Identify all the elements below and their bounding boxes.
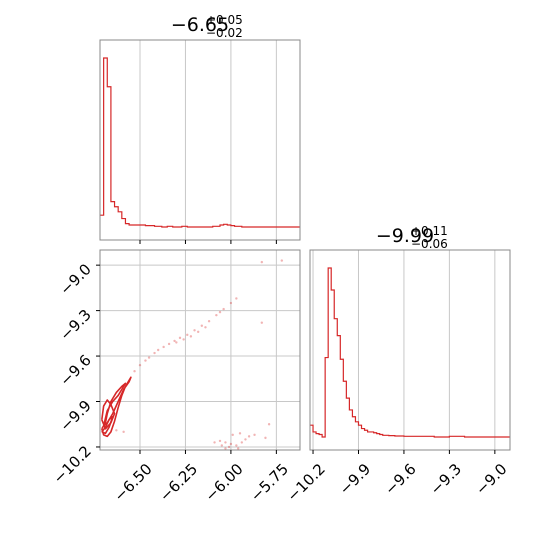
x-tick-label: −9.6 xyxy=(381,460,419,498)
scatter-point xyxy=(218,439,222,443)
x-tick-label: −5.75 xyxy=(247,460,292,505)
panel-frame xyxy=(309,249,511,451)
scatter-point xyxy=(235,444,238,447)
scatter-point xyxy=(231,433,234,437)
x-tick-labels: −10.2 −9.9 −9.6 −9.3 −9.0 xyxy=(284,460,511,505)
scatter-point xyxy=(260,260,264,264)
scatter-point xyxy=(147,356,151,359)
scatter-point xyxy=(218,310,222,314)
scatter-point xyxy=(133,370,136,373)
title-median: −9.99 xyxy=(376,225,434,247)
panel-frame xyxy=(99,249,301,451)
scatter-point xyxy=(207,320,211,323)
x-tick-label: −6.25 xyxy=(156,460,201,505)
scatter-point xyxy=(186,333,189,337)
scatter-point xyxy=(153,351,156,355)
tick-marks xyxy=(96,264,277,454)
x-tick-label: −6.50 xyxy=(111,460,156,505)
histogram-step-line xyxy=(310,267,510,438)
title-plus-error: +0.11 xyxy=(411,224,448,238)
scatter-point xyxy=(235,297,238,300)
histogram-step-line xyxy=(100,57,300,228)
x-tick-label: −9.3 xyxy=(427,460,465,498)
scatter-point xyxy=(267,423,271,426)
y-tick-label: −9.9 xyxy=(56,397,94,435)
scatter-point xyxy=(167,342,171,346)
tick-marks xyxy=(312,450,496,454)
scatter-points xyxy=(115,259,284,450)
scatter-point xyxy=(200,324,204,327)
scatter-point xyxy=(224,441,227,444)
scatter-point xyxy=(138,363,142,367)
panel-bottom-right-histogram: −10.2 −9.9 −9.6 −9.3 −9.0 −9.99 +0.11 −0.06 xyxy=(284,224,511,505)
scatter-point xyxy=(224,447,227,450)
contour-line xyxy=(101,415,114,435)
grid-lines xyxy=(100,250,300,450)
scatter-point xyxy=(182,338,185,341)
scatter-point xyxy=(189,335,193,338)
scatter-point xyxy=(175,341,178,344)
scatter-point xyxy=(115,429,118,432)
panel-title: −6.65 xyxy=(171,14,229,36)
y-tick-label: −9.6 xyxy=(56,351,94,389)
scatter-point xyxy=(280,259,284,262)
scatter-point xyxy=(253,433,256,437)
x-tick-label: −6.00 xyxy=(201,460,246,505)
scatter-point xyxy=(196,330,200,334)
scatter-point xyxy=(240,441,244,444)
scatter-point xyxy=(247,435,251,438)
y-tick-label: −9.3 xyxy=(56,306,94,344)
grid-lines xyxy=(139,40,277,240)
tick-marks xyxy=(139,240,277,244)
scatter-point xyxy=(122,430,125,434)
density-contours xyxy=(101,376,132,438)
contour-line xyxy=(101,399,116,430)
scatter-point xyxy=(178,336,182,340)
y-tick-labels: −9.0 −9.3 −9.6 −9.9 −10.2 xyxy=(50,260,95,487)
title-minus-error: −0.02 xyxy=(206,26,243,40)
scatter-point xyxy=(144,359,147,362)
scatter-point xyxy=(193,329,196,332)
title-plus-error: +0.05 xyxy=(206,13,243,27)
scatter-point xyxy=(156,348,160,352)
scatter-point xyxy=(244,438,247,441)
scatter-point xyxy=(204,326,207,329)
scatter-point xyxy=(222,307,225,311)
panel-title: −9.99 xyxy=(376,225,434,247)
panel-top-left-histogram: −6.65 +0.05 −0.02 xyxy=(99,13,301,244)
scatter-point xyxy=(162,345,165,349)
x-tick-label: −10.2 xyxy=(284,460,329,505)
title-median: −6.65 xyxy=(171,14,229,36)
contour-line xyxy=(102,382,127,427)
y-tick-label: −10.2 xyxy=(50,442,95,487)
y-tick-label: −9.0 xyxy=(56,260,94,298)
x-tick-label: −9.0 xyxy=(472,460,510,498)
grid-lines xyxy=(312,250,496,450)
scatter-point xyxy=(260,321,264,324)
scatter-point xyxy=(238,432,242,435)
scatter-point xyxy=(215,313,218,317)
title-minus-error: −0.06 xyxy=(411,237,448,251)
scatter-point xyxy=(173,339,176,343)
scatter-point xyxy=(264,436,267,440)
scatter-point xyxy=(229,442,233,446)
x-tick-labels: −6.50 −6.25 −6.00 −5.75 xyxy=(111,460,293,505)
scatter-point xyxy=(227,445,231,449)
scatter-point xyxy=(213,441,216,444)
scatter-point xyxy=(229,301,233,305)
x-tick-label: −9.9 xyxy=(336,460,374,498)
panel-bottom-left-scatter: −6.50 −6.25 −6.00 −5.75 −9.0 −9.3 −9.6 −9.9 −10… xyxy=(50,249,301,505)
panel-frame xyxy=(99,39,301,241)
scatter-point xyxy=(236,447,240,450)
scatter-point xyxy=(220,444,224,447)
